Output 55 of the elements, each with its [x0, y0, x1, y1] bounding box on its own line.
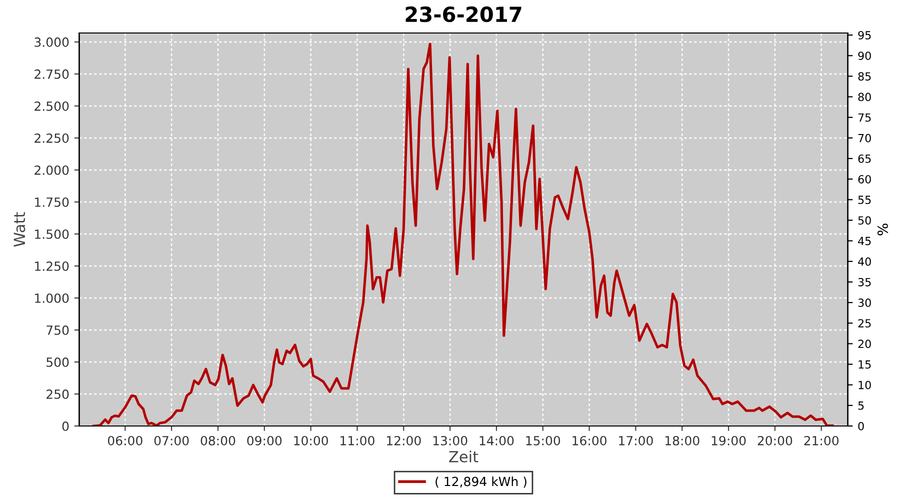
y2-tick-label: 50: [858, 216, 871, 225]
y-tick-label: 0: [62, 421, 69, 431]
y2-tick-label: 25: [858, 319, 871, 328]
y2-tick-label: 40: [858, 257, 871, 266]
y-tick-label: 2.750: [34, 69, 69, 79]
x-tick-label: 12:00: [386, 436, 421, 446]
y-tick-label: 2.250: [34, 133, 69, 143]
x-tick-label: 20:00: [758, 436, 792, 446]
y2-tick-label: 80: [858, 92, 871, 102]
x-tick-label: 10:00: [294, 436, 328, 446]
y2-axis-title: %: [877, 224, 888, 236]
y2-tick-label: 45: [858, 236, 871, 246]
x-tick-label: 06:00: [108, 436, 142, 446]
x-tick-label: 14:00: [480, 436, 514, 446]
y-tick-label: 500: [46, 357, 69, 367]
y2-tick-label: 85: [858, 72, 871, 81]
x-tick-label: 16:00: [572, 436, 606, 446]
x-tick-label: 18:00: [665, 436, 700, 446]
x-tick-label: 19:00: [712, 436, 746, 446]
y2-tick-label: 35: [858, 278, 871, 286]
y2-tick-label: 20: [858, 340, 871, 348]
y2-tick-label: 90: [858, 52, 871, 60]
x-tick-label: 13:00: [433, 436, 468, 446]
y-tick-label: 1.000: [35, 293, 69, 303]
y2-tick-label: 75: [858, 113, 871, 122]
y2-tick-label: 60: [858, 175, 871, 184]
chart-title: 23-6-2017: [406, 6, 522, 22]
y-tick-label: 3.000: [34, 37, 69, 47]
x-tick-label: 11:00: [340, 436, 374, 446]
y-axis-title: Watt: [14, 212, 26, 247]
legend-label: ( 12,894 kWh ): [436, 476, 526, 488]
x-tick-label: 17:00: [619, 436, 653, 446]
y2-tick-label: 5: [858, 402, 864, 410]
x-tick-label: 07:00: [154, 436, 189, 446]
y2-tick-label: 15: [858, 360, 871, 369]
x-tick-label: 08:00: [200, 436, 236, 446]
y-tick-label: 250: [46, 389, 69, 399]
line-series: [92, 42, 834, 426]
y2-tick-label: 30: [858, 298, 871, 307]
y2-tick-label: 55: [858, 196, 871, 204]
x-tick-label: 09:00: [247, 436, 282, 446]
y-tick-label: 1.500: [35, 229, 69, 239]
x-tick-label: 21:00: [804, 436, 839, 446]
x-tick-label: 15:00: [526, 436, 560, 446]
y-tick-label: 750: [46, 325, 69, 335]
y2-tick-label: 10: [858, 380, 871, 390]
y-tick-label: 1.750: [35, 197, 69, 207]
y2-tick-label: 95: [858, 31, 871, 40]
y-tick-label: 2.500: [34, 101, 69, 111]
x-axis-title: Zeit: [449, 450, 478, 462]
y-tick-label: 1.250: [35, 261, 69, 271]
y2-tick-label: 70: [858, 134, 871, 142]
y-tick-label: 2.000: [34, 165, 69, 175]
y2-tick-label: 0: [858, 422, 864, 430]
y2-tick-label: 65: [858, 154, 871, 163]
